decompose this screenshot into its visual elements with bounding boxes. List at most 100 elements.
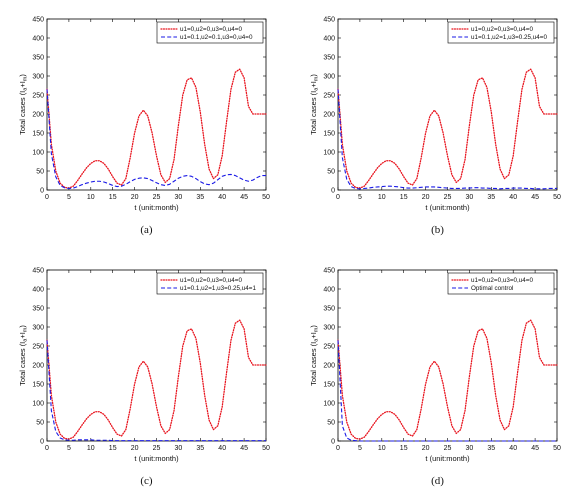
y-axis-label: Total cases (Ia+Im) bbox=[18, 325, 29, 386]
y-axis-label: Total cases (Ia+Im) bbox=[309, 325, 320, 386]
x-tick-label: 45 bbox=[240, 194, 248, 201]
x-tick-label: 0 bbox=[45, 194, 49, 201]
chart-4: 0 5 10 15 20 25 30 35 40 45 50 0 50 100 150 200 250 300 35… bbox=[309, 267, 561, 487]
series-line-1 bbox=[46, 319, 267, 440]
x-tick-label: 45 bbox=[531, 194, 539, 201]
panel-caption: (b) bbox=[431, 224, 444, 236]
legend-box bbox=[156, 272, 264, 295]
legend-entry-2: u1=0.1,u2=1,u3=0.25,u4=0 bbox=[471, 34, 547, 41]
y-tick-label: 250 bbox=[32, 343, 44, 350]
series-line-1 bbox=[337, 68, 558, 189]
y-tick-label: 200 bbox=[323, 111, 335, 118]
x-axis-label: t (unit:month) bbox=[134, 454, 179, 463]
plot-frame bbox=[46, 269, 267, 442]
x-tick-label: 50 bbox=[262, 194, 270, 201]
y-tick-label: 400 bbox=[32, 286, 44, 293]
legend-entry-2: u1=0.1,u2=0.1,u3=0,u4=0 bbox=[180, 34, 253, 41]
x-tick-label: 20 bbox=[131, 194, 139, 201]
y-tick-label: 150 bbox=[323, 130, 335, 137]
x-tick-label: 35 bbox=[196, 445, 204, 452]
legend-entry-2: u1=0.1,u2=1,u3=0.25,u4=1 bbox=[180, 285, 256, 292]
series-line-2 bbox=[46, 340, 266, 442]
y-tick-label: 400 bbox=[323, 286, 335, 293]
x-tick-label: 20 bbox=[131, 445, 139, 452]
x-tick-label: 40 bbox=[509, 194, 517, 201]
x-tick-label: 25 bbox=[444, 194, 452, 201]
x-tick-label: 25 bbox=[153, 445, 161, 452]
legend-entry-2: Optimal control bbox=[471, 285, 513, 292]
y-tick-label: 150 bbox=[323, 381, 335, 388]
legend-box bbox=[447, 21, 555, 44]
y-tick-label: 50 bbox=[327, 168, 335, 175]
x-tick-label: 10 bbox=[378, 194, 386, 201]
y-tick-label: 300 bbox=[32, 324, 44, 331]
series-line-2 bbox=[337, 340, 557, 442]
x-axis-label: t (unit:month) bbox=[425, 454, 470, 463]
panel-caption: (a) bbox=[140, 224, 153, 236]
y-tick-label: 0 bbox=[331, 187, 335, 194]
y-tick-label: 0 bbox=[40, 187, 44, 194]
legend: u1=0,u2=0,u3=0,u4=0u1=0.1,u2=0.1,u3=0,u4… bbox=[156, 21, 264, 44]
y-tick-label: 250 bbox=[323, 343, 335, 350]
plot-frame bbox=[337, 269, 558, 442]
y-tick-label: 450 bbox=[323, 16, 335, 23]
plot-frame bbox=[46, 18, 267, 191]
x-tick-label: 35 bbox=[487, 445, 495, 452]
chart-1: 0 5 10 15 20 25 30 35 40 45 50 0 50 100 150 200 250 300 35… bbox=[18, 16, 270, 236]
y-tick-label: 100 bbox=[32, 400, 44, 407]
legend-box bbox=[447, 272, 555, 295]
panel-caption: (d) bbox=[431, 475, 444, 487]
x-tick-label: 30 bbox=[466, 194, 474, 201]
x-axis-label: t (unit:month) bbox=[134, 203, 179, 212]
x-tick-label: 15 bbox=[400, 445, 408, 452]
series-line-1 bbox=[46, 68, 267, 189]
y-tick-label: 250 bbox=[323, 92, 335, 99]
x-tick-label: 50 bbox=[553, 445, 561, 452]
series-line-1 bbox=[337, 319, 558, 440]
x-tick-label: 35 bbox=[196, 194, 204, 201]
x-tick-label: 5 bbox=[358, 194, 362, 201]
legend-entry-1: u1=0,u2=0,u3=0,u4=0 bbox=[471, 26, 533, 33]
y-tick-label: 350 bbox=[32, 54, 44, 61]
legend: u1=0,u2=0,u3=0,u4=0u1=0.1,u2=1,u3=0.25,u… bbox=[447, 21, 555, 44]
y-tick-label: 350 bbox=[323, 54, 335, 61]
y-tick-label: 350 bbox=[32, 305, 44, 312]
legend-entry-1: u1=0,u2=0,u3=0,u4=0 bbox=[180, 26, 242, 33]
y-tick-label: 50 bbox=[36, 419, 44, 426]
y-tick-label: 100 bbox=[323, 149, 335, 156]
x-tick-label: 5 bbox=[67, 445, 71, 452]
x-tick-label: 30 bbox=[175, 445, 183, 452]
y-tick-label: 0 bbox=[40, 438, 44, 445]
y-tick-label: 300 bbox=[323, 73, 335, 80]
y-tick-label: 200 bbox=[323, 362, 335, 369]
y-tick-label: 450 bbox=[32, 16, 44, 23]
y-axis-label: Total cases (Ia+Im) bbox=[309, 74, 320, 135]
y-tick-label: 0 bbox=[331, 438, 335, 445]
x-tick-label: 25 bbox=[153, 194, 161, 201]
y-tick-label: 450 bbox=[32, 267, 44, 274]
y-tick-label: 450 bbox=[323, 267, 335, 274]
x-tick-label: 40 bbox=[218, 445, 226, 452]
x-tick-label: 45 bbox=[240, 445, 248, 452]
series-line-2 bbox=[46, 89, 266, 190]
x-tick-label: 50 bbox=[553, 194, 561, 201]
x-tick-label: 15 bbox=[109, 194, 117, 201]
x-tick-label: 30 bbox=[175, 194, 183, 201]
legend: u1=0,u2=0,u3=0,u4=0u1=0.1,u2=1,u3=0.25,u… bbox=[156, 272, 264, 295]
plot-frame bbox=[337, 18, 558, 191]
x-tick-label: 45 bbox=[531, 445, 539, 452]
y-tick-label: 50 bbox=[327, 419, 335, 426]
y-tick-label: 200 bbox=[32, 362, 44, 369]
x-tick-label: 35 bbox=[487, 194, 495, 201]
y-tick-label: 400 bbox=[32, 35, 44, 42]
x-tick-label: 10 bbox=[378, 445, 386, 452]
legend-entry-1: u1=0,u2=0,u3=0,u4=0 bbox=[471, 277, 533, 284]
x-tick-label: 10 bbox=[87, 445, 95, 452]
x-tick-label: 15 bbox=[400, 194, 408, 201]
x-tick-label: 20 bbox=[422, 194, 430, 201]
y-tick-label: 100 bbox=[323, 400, 335, 407]
y-tick-label: 150 bbox=[32, 381, 44, 388]
legend-box bbox=[156, 21, 264, 44]
